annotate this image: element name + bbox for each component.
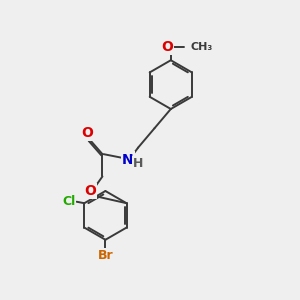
Text: O: O (82, 126, 94, 140)
Text: Cl: Cl (62, 195, 75, 208)
Text: CH₃: CH₃ (191, 42, 213, 52)
Text: O: O (161, 40, 173, 54)
Text: Br: Br (98, 249, 113, 262)
Text: N: N (122, 152, 134, 167)
Text: O: O (84, 184, 96, 198)
Text: H: H (133, 157, 143, 169)
